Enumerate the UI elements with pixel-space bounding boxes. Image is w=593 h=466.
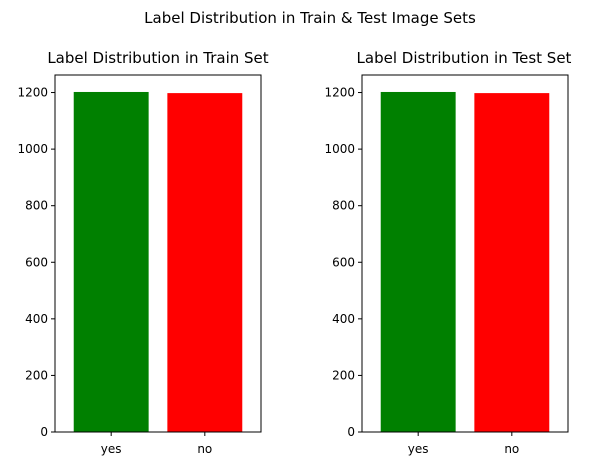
train-ytick-label: 1200 xyxy=(17,86,48,100)
train-bar-no xyxy=(167,93,243,432)
train-chart-panel: Label Distribution in Train Set 0 200 400 6… xyxy=(17,49,268,456)
train-ytick-label: 400 xyxy=(25,312,48,326)
train-plot-area: 0 200 400 600 800 1000 1200 yes no xyxy=(17,74,262,456)
train-ytick-label: 200 xyxy=(25,368,48,382)
test-xtick-label-yes: yes xyxy=(408,442,429,456)
test-ytick-label: 400 xyxy=(332,312,355,326)
train-ytick-label: 1000 xyxy=(17,142,48,156)
test-ytick-label: 1000 xyxy=(324,142,355,156)
train-bar-yes xyxy=(73,91,149,433)
train-axes-frame xyxy=(54,74,262,433)
test-chart-panel: Label Distribution in Test Set 0 200 400 60… xyxy=(324,49,571,456)
test-axes-frame xyxy=(361,74,569,433)
test-bar-yes xyxy=(380,91,456,433)
test-bar-no xyxy=(474,93,550,432)
test-ytick-label: 200 xyxy=(332,368,355,382)
train-xtick-label-yes: yes xyxy=(101,442,122,456)
test-plot-area: 0 200 400 600 800 1000 1200 yes no xyxy=(324,74,569,456)
train-ytick-label: 600 xyxy=(25,255,48,269)
train-xtick-label-no: no xyxy=(197,442,212,456)
test-ytick-label: 600 xyxy=(332,255,355,269)
test-ytick-label: 1200 xyxy=(324,86,355,100)
test-ytick-label: 800 xyxy=(332,199,355,213)
train-ytick-label: 0 xyxy=(40,425,48,439)
test-ytick-label: 0 xyxy=(347,425,355,439)
train-chart-title: Label Distribution in Train Set xyxy=(47,49,268,67)
test-xtick-label-no: no xyxy=(504,442,519,456)
train-ytick-label: 800 xyxy=(25,199,48,213)
test-chart-title: Label Distribution in Test Set xyxy=(357,49,572,67)
figure-suptitle: Label Distribution in Train & Test Image… xyxy=(144,9,476,27)
